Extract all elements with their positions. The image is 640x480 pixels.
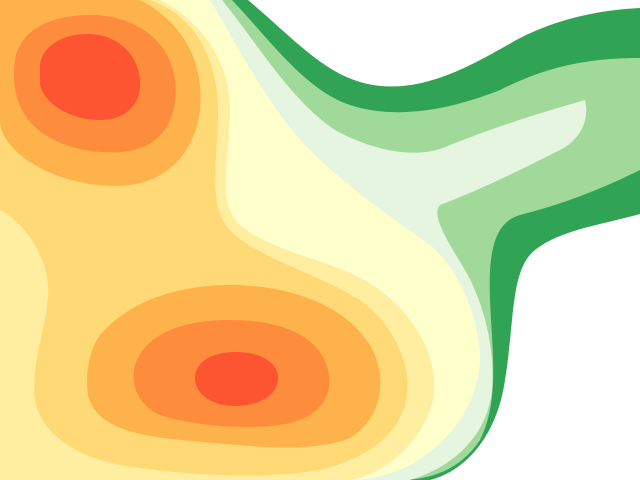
peak-upper-left	[40, 33, 141, 120]
peak-lower-center	[195, 352, 278, 407]
band-left-wedge	[0, 210, 120, 470]
